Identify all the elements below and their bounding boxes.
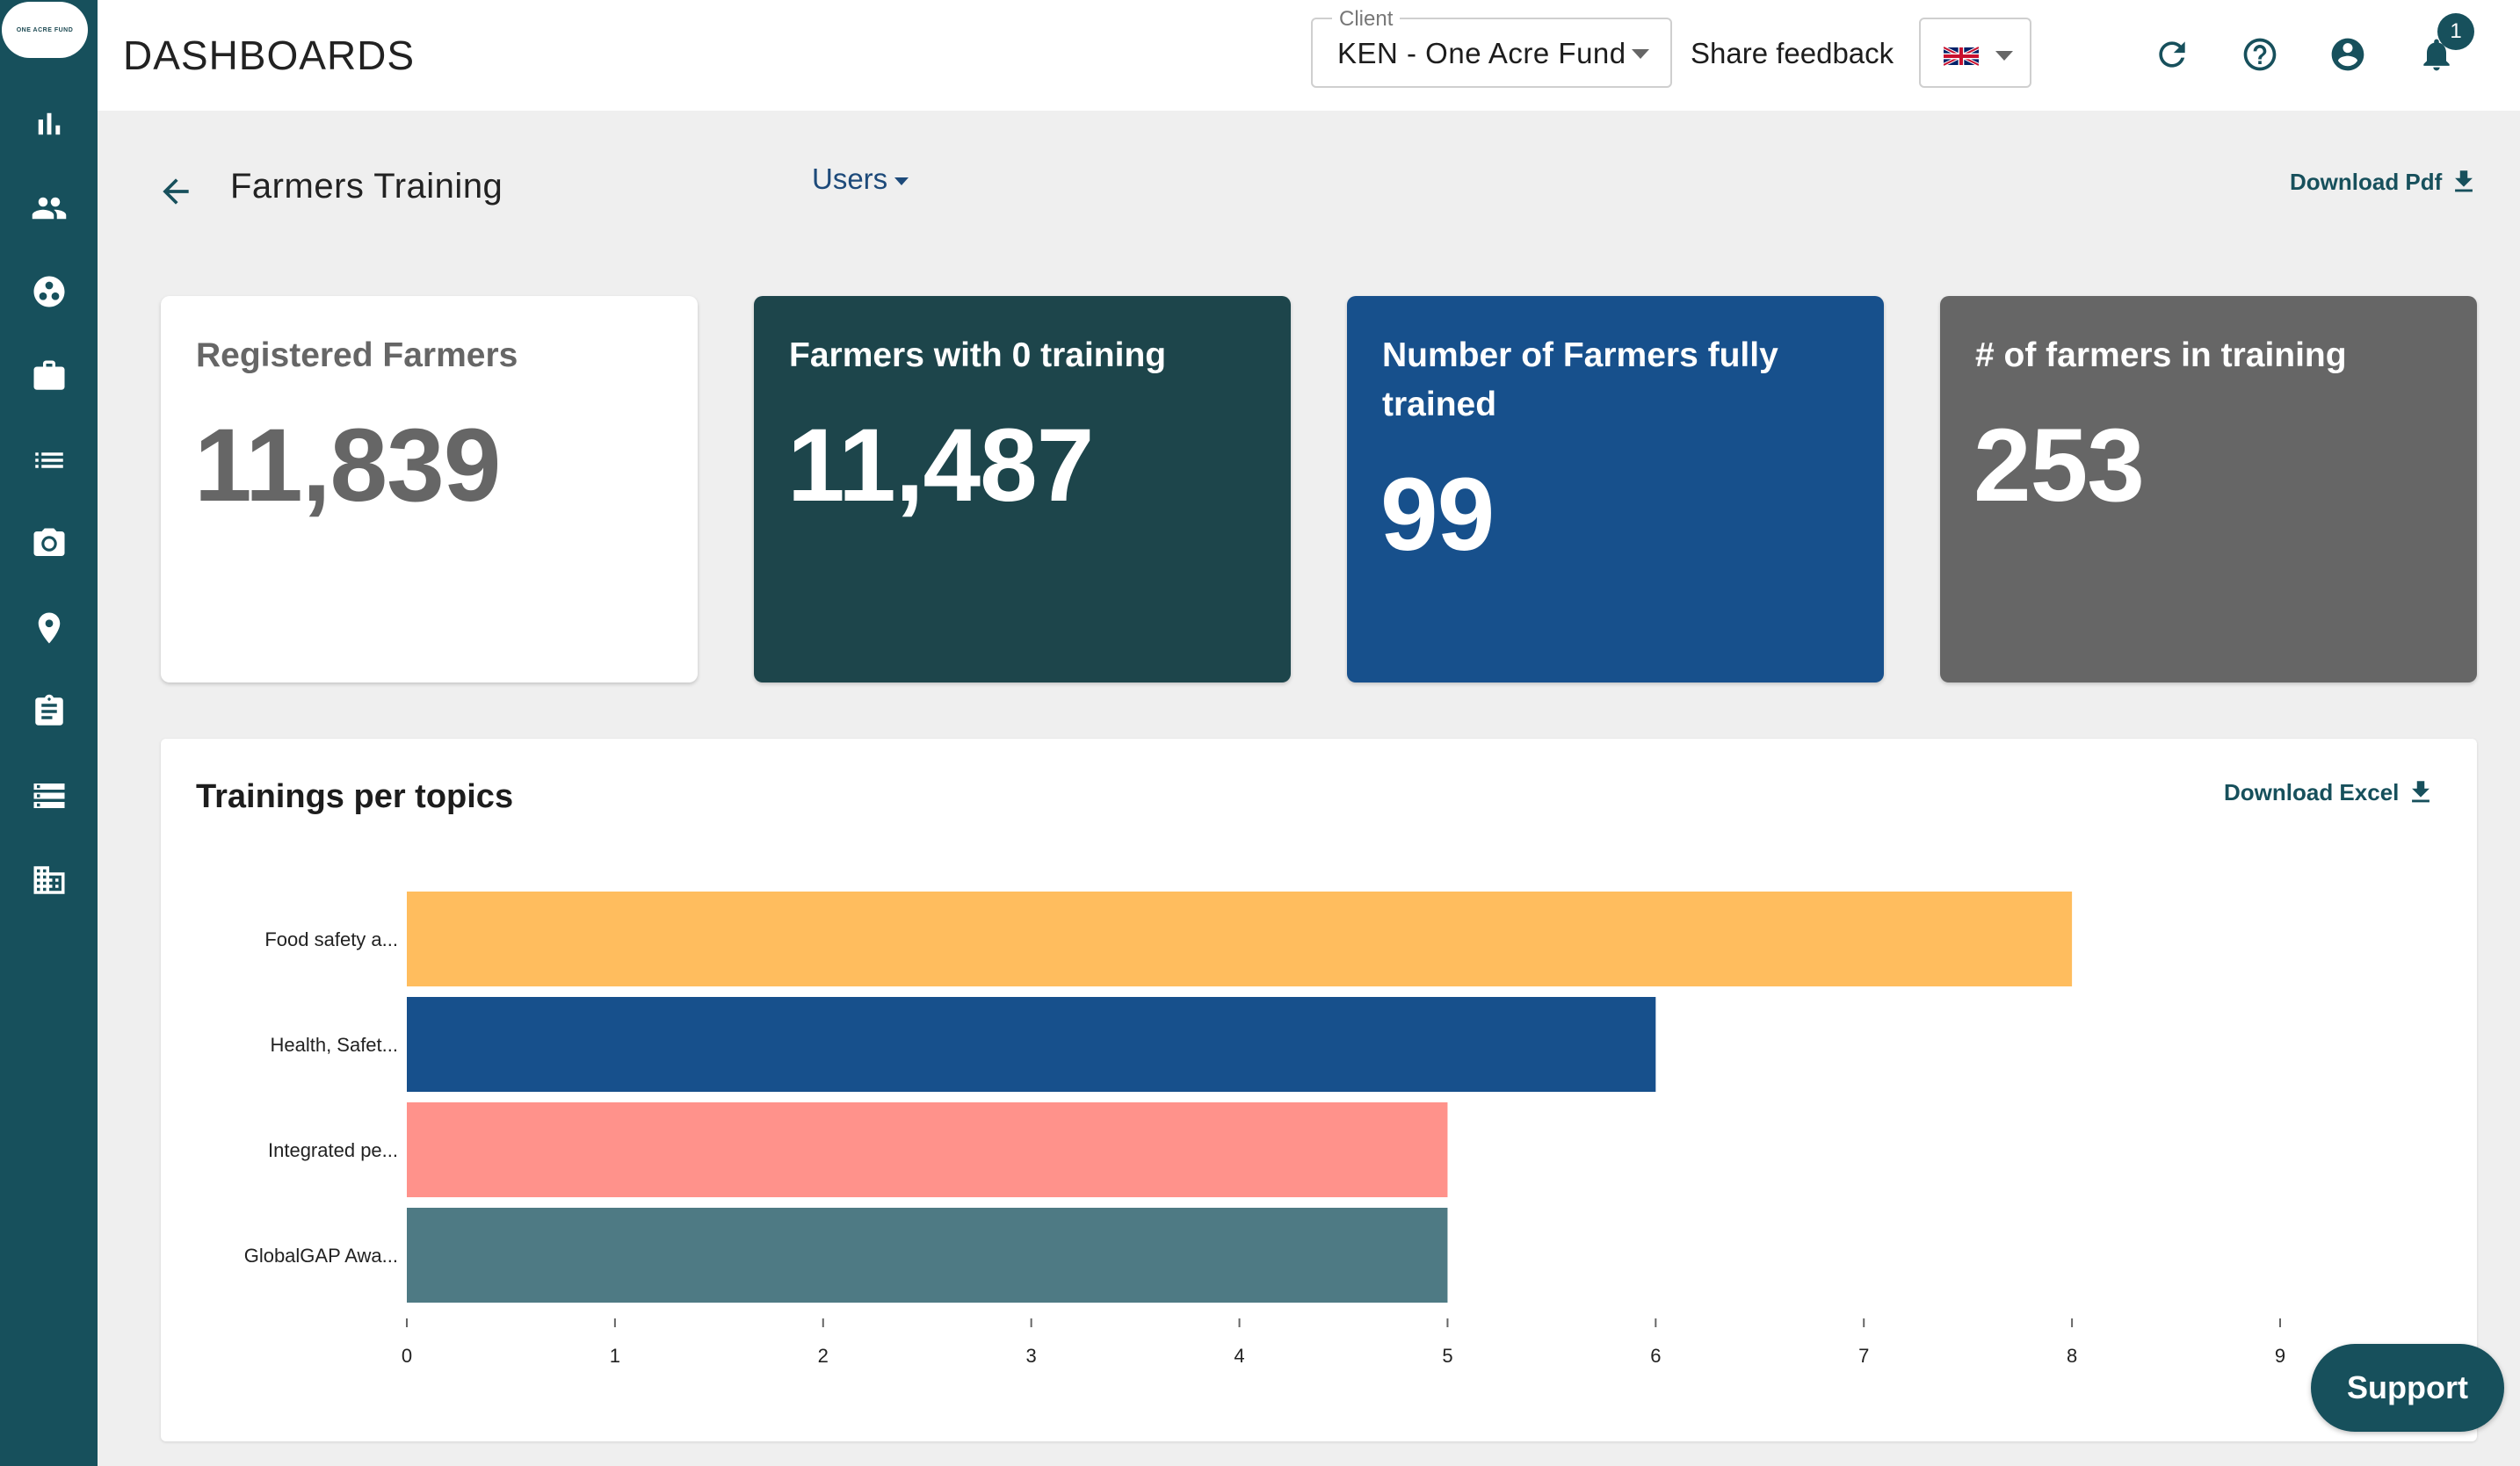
page-title: Farmers Training [230,167,503,206]
stat-card-registered-farmers: Registered Farmers 11,839 [161,296,698,682]
stat-card-value: 11,839 [194,408,501,524]
back-button[interactable] [156,172,195,211]
x-tick-label: 5 [1442,1345,1452,1367]
sidebar-item-groups[interactable] [0,249,98,334]
chart-bar[interactable] [407,892,2073,986]
x-tick-label: 4 [1234,1345,1244,1367]
logo[interactable]: ONE ACRE FUND [2,2,88,58]
storage-icon [33,784,64,808]
x-tick-label: 1 [610,1345,620,1367]
notification-badge: 1 [2437,13,2474,50]
caret-down-icon [894,177,909,185]
chevron-down-icon [1632,49,1649,59]
trainings-bar-chart: Food safety a... Health, Safet... Integrat… [244,892,2285,1367]
client-select[interactable]: Client KEN - One Acre Fund [1311,7,1672,88]
refresh-button[interactable] [2153,35,2191,74]
download-excel-button[interactable]: Download Excel [2224,777,2436,807]
uk-flag-icon [1944,47,1979,66]
view-selector-label: Users [812,162,888,195]
chart-bar[interactable] [407,1208,1448,1303]
help-button[interactable] [2241,35,2279,74]
stat-card-zero-training: Farmers with 0 training 11,487 [754,296,1291,682]
stat-card-value: 99 [1380,457,1495,573]
download-pdf-button[interactable]: Download Pdf [2290,167,2479,197]
chart-bar[interactable] [407,1102,1448,1197]
download-excel-label: Download Excel [2224,778,2400,805]
location-icon [38,612,60,644]
stat-card-value: 253 [1973,408,2145,524]
language-select[interactable] [1919,18,2031,88]
stat-card-title: Farmers with 0 training [789,336,1167,374]
category-label: Integrated pe... [268,1139,398,1161]
sidebar-item-users[interactable] [0,166,98,250]
help-icon [2243,38,2277,71]
client-label: Client [1332,7,1401,32]
sidebar-item-organizations[interactable] [0,838,98,922]
app-title: DASHBOARDS [123,32,416,78]
sidebar-item-lists[interactable] [0,418,98,502]
sidebar-item-media[interactable] [0,502,98,586]
arrow-back-icon [163,178,189,205]
download-icon [2449,167,2479,197]
building-icon [33,866,64,894]
bar-chart-icon [38,112,60,135]
x-tick-label: 9 [2275,1345,2285,1367]
stat-card-title: # of farmers in training [1975,336,2347,374]
category-label: GlobalGAP Awa... [244,1245,398,1267]
x-tick-label: 2 [818,1345,829,1367]
share-feedback-link[interactable]: Share feedback [1691,37,1894,69]
account-button[interactable] [2328,35,2367,74]
panel-title: Trainings per topics [196,778,514,815]
refresh-icon [2159,41,2185,68]
sidebar-item-locations[interactable] [0,586,98,670]
list-icon [34,452,63,468]
sidebar-item-storage[interactable] [0,754,98,838]
x-tick-label: 6 [1650,1345,1661,1367]
people-icon [32,197,66,220]
palette-icon [33,276,64,307]
sidebar-item-projects[interactable] [0,334,98,418]
x-tick-label: 0 [402,1345,412,1367]
bell-icon [2423,39,2450,71]
clipboard-icon [34,694,63,726]
account-icon [2331,38,2364,71]
stat-card-value: 11,487 [787,408,1094,524]
stat-card-title: Number of Farmers fully trained [1382,336,1778,423]
camera-icon [33,528,64,556]
sidebar-item-dashboards[interactable] [0,82,98,166]
top-bar: DASHBOARDS [98,0,2520,111]
sidebar: ONE ACRE FUND [0,0,98,1466]
support-button[interactable]: Support [2311,1344,2504,1432]
download-icon [2406,777,2436,807]
trainings-per-topics-panel: Trainings per topics Download Excel Food… [161,739,2477,1441]
stat-card-fully-trained: Number of Farmers fully trained 99 [1347,296,1884,682]
view-selector-dropdown[interactable]: Users [812,162,909,196]
chart-bar[interactable] [407,997,1656,1092]
logo-text: ONE ACRE FUND [16,26,74,33]
chevron-down-icon [1995,51,2013,61]
stat-card-title: Registered Farmers [196,336,518,374]
stat-card-in-training: # of farmers in training 253 [1940,296,2477,682]
x-tick-label: 7 [1858,1345,1869,1367]
briefcase-icon [33,360,64,390]
category-label: Health, Safet... [270,1034,398,1056]
category-label: Food safety a... [264,928,398,950]
x-tick-label: 3 [1026,1345,1037,1367]
client-value: KEN - One Acre Fund [1337,37,1626,69]
download-pdf-label: Download Pdf [2290,168,2443,195]
notifications-button[interactable] [2417,35,2456,74]
x-tick-label: 8 [2067,1345,2077,1367]
sidebar-item-forms[interactable] [0,669,98,754]
